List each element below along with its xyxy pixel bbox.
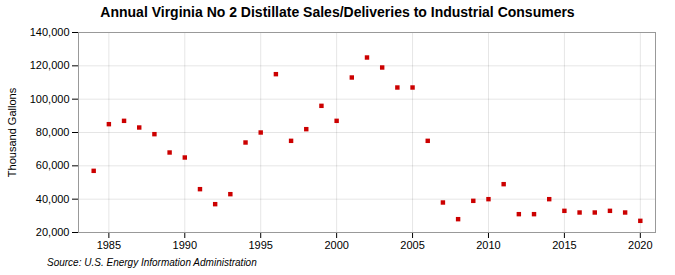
svg-text:60,000: 60,000 (36, 159, 70, 171)
svg-text:2020: 2020 (628, 239, 652, 251)
svg-text:2005: 2005 (400, 239, 424, 251)
svg-text:80,000: 80,000 (36, 126, 70, 138)
svg-text:1985: 1985 (97, 239, 121, 251)
html-text:Annual Virginia No 2 Distillat: Annual Virginia No 2 Distillate Sales/De… (100, 4, 575, 20)
svg-text:2000: 2000 (324, 239, 348, 251)
svg-text:40,000: 40,000 (36, 193, 70, 205)
svg-text:100,000: 100,000 (30, 93, 70, 105)
svg-text:2010: 2010 (476, 239, 500, 251)
svg-text:140,000: 140,000 (30, 26, 70, 38)
svg-text:2015: 2015 (552, 239, 576, 251)
svg-text:120,000: 120,000 (30, 59, 70, 71)
svg-text:Thousand Gallons: Thousand Gallons (6, 87, 18, 177)
svg-text:20,000: 20,000 (36, 226, 70, 238)
svg-text:1990: 1990 (173, 239, 197, 251)
svg-text:1995: 1995 (248, 239, 272, 251)
html-text:Source: U.S. Energy Informatio: Source: U.S. Energy Information Administ… (47, 257, 257, 268)
